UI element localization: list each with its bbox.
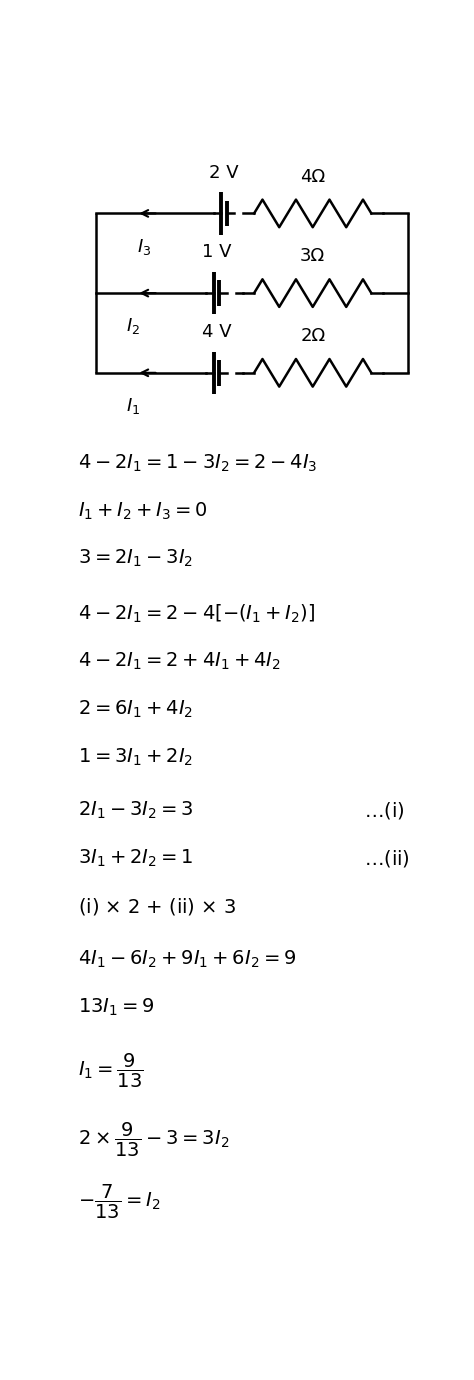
Text: $3I_1+2I_2 = 1$: $3I_1+2I_2 = 1$ (78, 847, 193, 869)
Text: (i) $\times$ 2 + (ii) $\times$ 3: (i) $\times$ 2 + (ii) $\times$ 3 (78, 896, 236, 916)
Text: $-\dfrac{7}{13} = I_2$: $-\dfrac{7}{13} = I_2$ (78, 1183, 160, 1221)
Text: $I_1 = \dfrac{9}{13}$: $I_1 = \dfrac{9}{13}$ (78, 1052, 143, 1090)
Text: 3Ω: 3Ω (300, 247, 325, 265)
Text: 4 V: 4 V (201, 323, 231, 341)
Text: $13I_1 = 9$: $13I_1 = 9$ (78, 996, 155, 1018)
Text: $\ldots$(i): $\ldots$(i) (364, 800, 405, 821)
Text: 1 V: 1 V (202, 243, 231, 261)
Text: $4-2I_1 = 1-3I_2 = 2-4I_3$: $4-2I_1 = 1-3I_2 = 2-4I_3$ (78, 453, 317, 473)
Text: $I_2$: $I_2$ (126, 316, 140, 337)
Text: $3 = 2I_1-3I_2$: $3 = 2I_1-3I_2$ (78, 548, 193, 570)
Text: 2Ω: 2Ω (300, 327, 325, 345)
Text: $4-2I_1 = 2+4I_1+4I_2$: $4-2I_1 = 2+4I_1+4I_2$ (78, 651, 280, 672)
Text: 4Ω: 4Ω (300, 168, 325, 186)
Text: 2 V: 2 V (209, 164, 238, 182)
Text: $4-2I_1 = 2-4[-(I_1+I_2)]$: $4-2I_1 = 2-4[-(I_1+I_2)]$ (78, 603, 315, 625)
Text: $4I_1-6I_2+9I_1+6I_2 = 9$: $4I_1-6I_2+9I_1+6I_2 = 9$ (78, 948, 296, 970)
Text: $2I_1-3I_2 = 3$: $2I_1-3I_2 = 3$ (78, 800, 193, 821)
Text: $\ldots$(ii): $\ldots$(ii) (364, 847, 410, 869)
Text: $2 = 6I_1+4I_2$: $2 = 6I_1+4I_2$ (78, 700, 193, 720)
Text: $I_1$: $I_1$ (126, 396, 140, 417)
Text: $1 = 3I_1+2I_2$: $1 = 3I_1+2I_2$ (78, 747, 193, 769)
Text: $I_3$: $I_3$ (137, 237, 151, 257)
Text: $2\times\dfrac{9}{13}-3 = 3I_2$: $2\times\dfrac{9}{13}-3 = 3I_2$ (78, 1121, 229, 1159)
Text: $I_1+I_2+I_3 = 0$: $I_1+I_2+I_3 = 0$ (78, 501, 207, 522)
